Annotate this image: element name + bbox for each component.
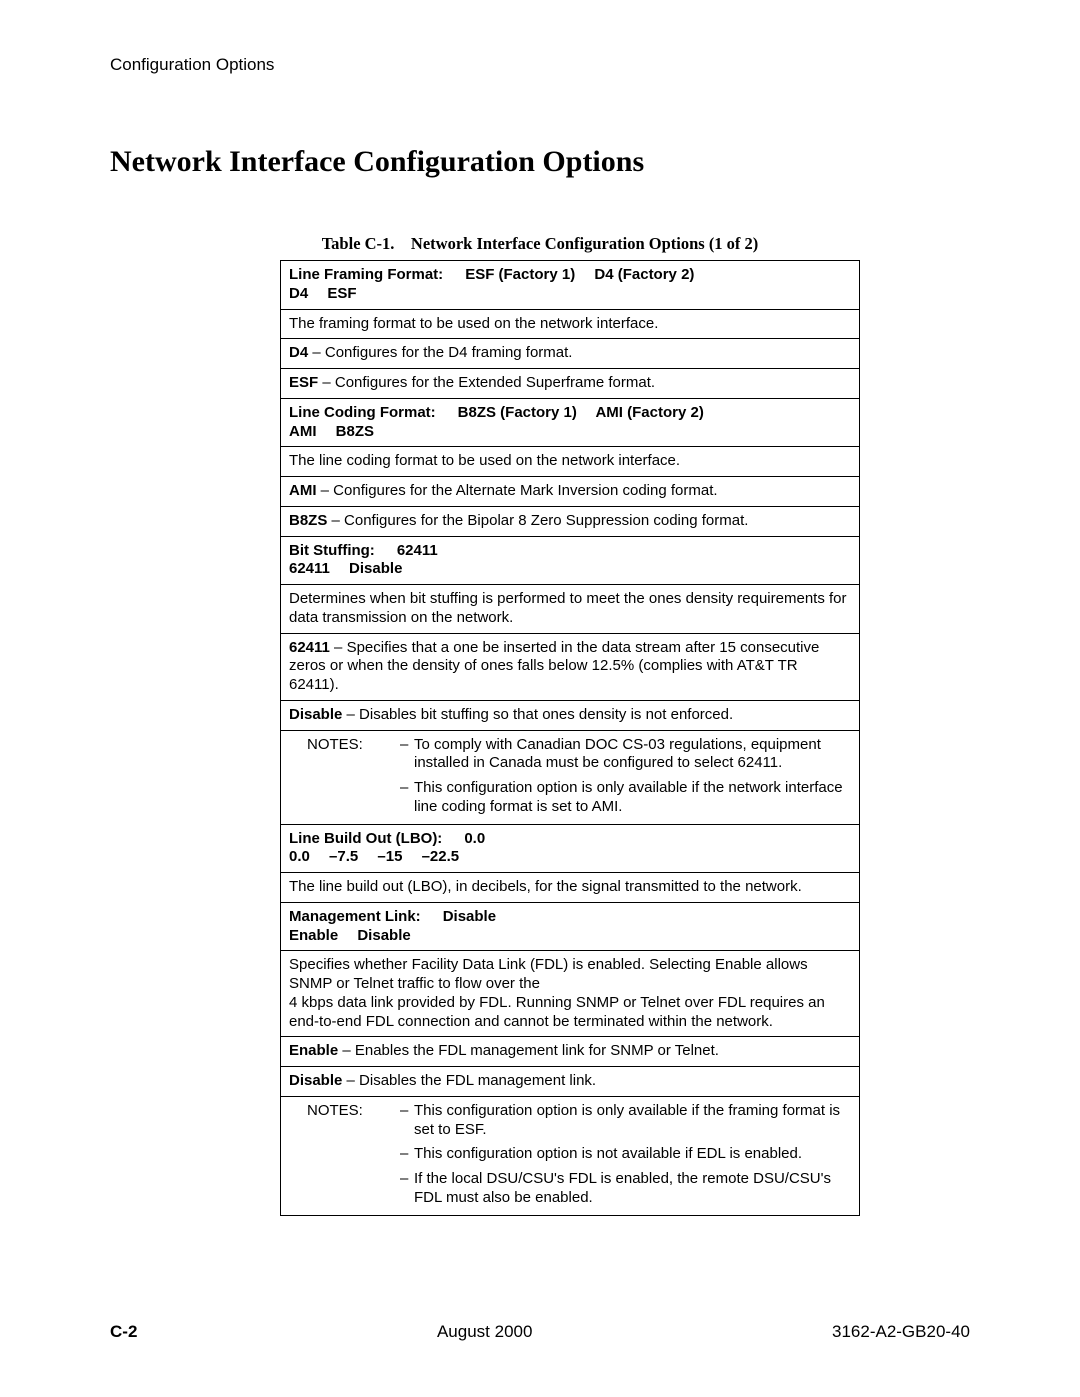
bit-stuffing-header: Bit Stuffing: 62411 62411 Disable	[281, 536, 860, 585]
bs-disable-label: Disable	[289, 706, 342, 723]
bit-stuffing-desc: Determines when bit stuffing is performe…	[281, 585, 860, 634]
line-coding-ami: AMI – Configures for the Alternate Mark …	[281, 477, 860, 507]
o62411-text: – Specifies that a one be inserted in th…	[289, 639, 819, 694]
mgmt-desc-cell: Specifies whether Facility Data Link (FD…	[281, 951, 860, 1037]
mgmt-note3: If the local DSU/CSU's FDL is enabled, t…	[414, 1170, 851, 1208]
line-coding-header: Line Coding Format: B8ZS (Factory 1) AMI …	[281, 398, 860, 447]
mgmt-enable-label: Enable	[289, 1042, 338, 1059]
line-framing-label: Line Framing Format:	[289, 266, 443, 283]
bit-stuffing-disable: Disable – Disables bit stuffing so that …	[281, 700, 860, 730]
bit-stuffing-62411: 62411 – Specifies that a one be inserted…	[281, 633, 860, 700]
footer: C-2 August 2000 3162-A2-GB20-40	[110, 1322, 970, 1342]
line-framing-desc: The framing format to be used on the net…	[281, 309, 860, 339]
bs-disable-text: – Disables bit stuffing so that ones den…	[342, 706, 733, 723]
mgmt-label: Management Link:	[289, 908, 421, 925]
config-table: Line Framing Format: ESF (Factory 1) D4 (…	[280, 260, 860, 1216]
line-framing-defaults: ESF (Factory 1) D4 (Factory 2)	[465, 266, 694, 283]
dash-icon: –	[400, 779, 414, 798]
bs-note1: To comply with Canadian DOC CS-03 regula…	[414, 736, 851, 774]
bit-stuffing-choices: 62411 Disable	[289, 560, 402, 577]
dash-icon: –	[400, 1145, 414, 1164]
line-coding-label: Line Coding Format:	[289, 404, 436, 421]
doc-number: 3162-A2-GB20-40	[832, 1322, 970, 1342]
line-coding-choices: AMI B8ZS	[289, 423, 374, 440]
mgmt-note1: This configuration option is only availa…	[414, 1102, 851, 1140]
line-framing-esf: ESF – Configures for the Extended Superf…	[281, 369, 860, 399]
esf-text: – Configures for the Extended Superframe…	[318, 374, 655, 391]
mgmt-header: Management Link: Disable Enable Disable	[281, 902, 860, 951]
lbo-defaults: 0.0	[464, 830, 485, 847]
dash-icon: –	[400, 736, 414, 755]
mgmt-defaults: Disable	[443, 908, 496, 925]
footer-date: August 2000	[437, 1322, 532, 1342]
mgmt-note2: This configuration option is not availab…	[414, 1145, 851, 1164]
lbo-header: Line Build Out (LBO): 0.0 0.0 –7.5 –15 –2…	[281, 824, 860, 873]
mgmt-disable-text: – Disables the FDL management link.	[342, 1072, 596, 1089]
mgmt-disable-label: Disable	[289, 1072, 342, 1089]
dash-icon: –	[400, 1170, 414, 1189]
notes-label: NOTES:	[289, 736, 400, 755]
mgmt-desc: Specifies whether Facility Data Link (FD…	[289, 956, 808, 992]
line-coding-defaults: B8ZS (Factory 1) AMI (Factory 2)	[458, 404, 704, 421]
notes-label: NOTES:	[289, 1102, 400, 1121]
bit-stuffing-defaults: 62411	[397, 542, 438, 559]
lbo-choices: 0.0 –7.5 –15 –22.5	[289, 848, 459, 865]
o62411-label: 62411	[289, 639, 330, 656]
line-coding-b8zs: B8ZS – Configures for the Bipolar 8 Zero…	[281, 506, 860, 536]
ami-text: – Configures for the Alternate Mark Inve…	[317, 482, 718, 499]
ami-label: AMI	[289, 482, 317, 499]
mgmt-enable-text: – Enables the FDL management link for SN…	[338, 1042, 719, 1059]
line-framing-header: Line Framing Format: ESF (Factory 1) D4 (…	[281, 261, 860, 310]
mgmt-disable: Disable – Disables the FDL management li…	[281, 1067, 860, 1097]
line-coding-desc: The line coding format to be used on the…	[281, 447, 860, 477]
lbo-desc: The line build out (LBO), in decibels, f…	[281, 873, 860, 903]
table-caption: Table C-1. Network Interface Configurati…	[110, 234, 970, 254]
b8zs-label: B8ZS	[289, 512, 327, 529]
page-number: C-2	[110, 1322, 137, 1342]
bit-stuffing-notes: NOTES: – To comply with Canadian DOC CS-…	[281, 730, 860, 824]
mgmt-choices: Enable Disable	[289, 927, 411, 944]
page-title: Network Interface Configuration Options	[110, 145, 970, 179]
mgmt-enable: Enable – Enables the FDL management link…	[281, 1037, 860, 1067]
b8zs-text: – Configures for the Bipolar 8 Zero Supp…	[327, 512, 748, 529]
d4-text: – Configures for the D4 framing format.	[308, 344, 572, 361]
lbo-label: Line Build Out (LBO):	[289, 830, 442, 847]
d4-label: D4	[289, 344, 308, 361]
line-framing-d4: D4 – Configures for the D4 framing forma…	[281, 339, 860, 369]
page: Configuration Options Network Interface …	[0, 0, 1080, 1397]
mgmt-notes: NOTES: – This configuration option is on…	[281, 1096, 860, 1215]
line-framing-choices: D4 ESF	[289, 285, 357, 302]
bit-stuffing-label: Bit Stuffing:	[289, 542, 375, 559]
dash-icon: –	[400, 1102, 414, 1121]
running-header: Configuration Options	[110, 55, 970, 75]
mgmt-desc2: 4 kbps data link provided by FDL. Runnin…	[289, 994, 825, 1030]
esf-label: ESF	[289, 374, 318, 391]
bs-note2: This configuration option is only availa…	[414, 779, 851, 817]
